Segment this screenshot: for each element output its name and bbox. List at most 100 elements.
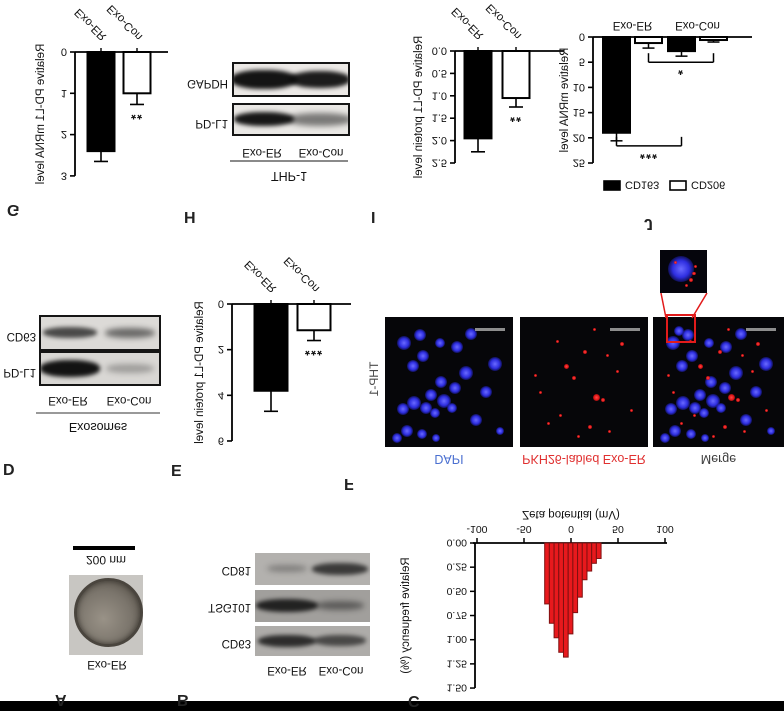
pkh26-dot <box>692 271 696 275</box>
blot-h-lane-label: Exo-ER <box>242 146 282 158</box>
tem-sample-label: Exo-ER <box>87 658 127 670</box>
svg-text:Relative PD-L1 mRNA level: Relative PD-L1 mRNA level <box>35 44 47 185</box>
blot-h-header-rule <box>230 160 348 162</box>
svg-text:0.75: 0.75 <box>447 609 468 621</box>
protein-band <box>316 601 364 611</box>
row-label-thp1: THP-1 <box>367 361 381 397</box>
blot-h-header: THP-1 <box>270 169 308 183</box>
pkh26-image <box>520 317 648 447</box>
blot-row-label: PD-L1 <box>195 117 228 129</box>
cell-nucleus <box>450 340 463 353</box>
tem-scale-label: 200 nm <box>85 553 127 567</box>
svg-text:Relative PD-L1 protein level: Relative PD-L1 protein level <box>194 301 206 444</box>
blot-strip-pdl1-exosomes <box>39 351 161 386</box>
svg-text:CD206: CD206 <box>691 179 725 191</box>
svg-text:1.50: 1.50 <box>447 682 468 694</box>
pkh26-dot <box>620 342 625 347</box>
svg-text:1.5: 1.5 <box>432 112 447 124</box>
blot-strip-pdl1-thp1 <box>232 103 350 136</box>
cell-nucleus <box>694 389 707 401</box>
panel-letter-f: F <box>344 475 354 492</box>
blot-row-label: CD81 <box>221 564 251 576</box>
cell-nucleus <box>686 350 699 362</box>
svg-text:0.00: 0.00 <box>447 537 468 549</box>
pkh26-dot <box>717 350 722 355</box>
panel-letter-d: D <box>3 460 15 477</box>
column-header-merge: Merge <box>700 452 737 466</box>
pkh26-dot <box>743 429 747 433</box>
cell-nucleus <box>458 365 473 380</box>
pkh26-dot <box>672 390 676 394</box>
pkh26-dot <box>711 435 715 439</box>
cell-nucleus <box>425 389 438 401</box>
pkh26-dot <box>728 394 736 402</box>
svg-text:-50: -50 <box>516 523 531 535</box>
svg-text:5: 5 <box>579 56 585 68</box>
zeta-potential-histogram: 0.00 0.25 0.50 0.75 1.00 1.25 1.50 -100 -50 0 50 10… <box>395 497 784 712</box>
blot-b-lane-label: Exo-ER <box>267 664 307 676</box>
svg-text:Exo-ER: Exo-ER <box>243 258 280 295</box>
cell-nucleus <box>397 336 412 350</box>
pkh26-dot <box>755 342 760 347</box>
cell-nucleus <box>488 356 503 371</box>
svg-text:1: 1 <box>61 87 67 99</box>
svg-text:1.00: 1.00 <box>447 633 468 645</box>
pdl1-mrna-bar-chart: 0 1 2 3 Relative PD-L1 mRNA level Exo-ER ** Exo… <box>0 0 200 230</box>
svg-text:Relative mRNA level: Relative mRNA level <box>559 48 571 153</box>
svg-text:3: 3 <box>61 169 67 181</box>
cell-nucleus <box>719 382 732 395</box>
svg-text:Exo-Con: Exo-Con <box>675 19 720 31</box>
svg-text:20: 20 <box>573 131 585 143</box>
pkh26-dot <box>555 340 559 344</box>
svg-text:15: 15 <box>573 106 585 118</box>
cell-nucleus <box>417 350 430 362</box>
cell-nucleus <box>407 360 420 373</box>
blot-d-header-rule <box>36 412 160 414</box>
pkh26-dot <box>736 398 741 403</box>
svg-text:1.25: 1.25 <box>447 657 468 669</box>
cell-nucleus <box>496 427 505 436</box>
svg-text:-100: -100 <box>466 523 487 535</box>
cell-nucleus <box>413 329 426 342</box>
pkh26-dot <box>693 264 697 268</box>
cell-nucleus <box>400 425 413 438</box>
pkh26-dot <box>608 429 612 433</box>
protein-band <box>40 360 100 377</box>
pkh26-dot <box>546 422 550 426</box>
pkh26-dot <box>667 374 671 377</box>
protein-band <box>267 565 307 573</box>
cell-nucleus <box>435 338 446 348</box>
protein-band <box>312 563 368 575</box>
svg-text:1.0: 1.0 <box>432 89 447 101</box>
image-scale-bar <box>610 328 640 331</box>
svg-text:Exo-ER: Exo-ER <box>613 19 653 31</box>
cell-nucleus <box>417 429 428 439</box>
pkh26-dot <box>765 409 769 413</box>
svg-text:0.5: 0.5 <box>432 67 447 79</box>
cell-nucleus <box>766 427 775 436</box>
svg-text:2.5: 2.5 <box>432 157 447 169</box>
cell-nucleus <box>429 408 440 419</box>
protein-band <box>288 113 350 126</box>
pkh26-dot <box>583 350 588 355</box>
pkh26-dot <box>680 422 684 426</box>
cell-nucleus <box>469 413 482 426</box>
pkh26-dot <box>751 370 755 374</box>
svg-text:Relative frequency (%): Relative frequency (%) <box>400 557 412 673</box>
pkh26-dot <box>538 390 542 394</box>
blot-strip-gapdh-thp1 <box>232 62 350 97</box>
cell-nucleus <box>435 376 448 388</box>
blot-row-label: GAPDH <box>187 77 228 89</box>
cell-nucleus <box>699 408 710 419</box>
pdl1-protein-bar-chart-thp1: 0.0 0.5 1.0 1.5 2.0 2.5 Relative PD-L1 protein… <box>370 0 582 230</box>
svg-text:Exo-Con: Exo-Con <box>484 1 524 41</box>
pkh26-dot <box>559 414 563 418</box>
svg-text:10: 10 <box>573 81 585 93</box>
svg-text:*: * <box>678 63 684 78</box>
svg-text:**: ** <box>131 107 143 122</box>
svg-text:2: 2 <box>218 343 224 355</box>
cell-nucleus <box>391 432 402 443</box>
blot-strip-cd63-exosomes <box>39 315 161 351</box>
blot-d-lane-label: Exo-ER <box>48 394 88 406</box>
